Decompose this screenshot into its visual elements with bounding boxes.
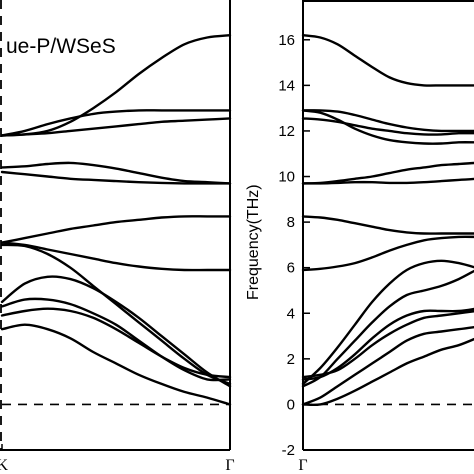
right-band-12 <box>301 310 474 379</box>
right-y-tick-label: 2 <box>287 351 295 368</box>
left-band-8 <box>0 243 232 386</box>
right-y-tick-label: 16 <box>278 32 295 49</box>
right-y-tick-label: 6 <box>287 260 295 277</box>
left-band-2 <box>0 109 232 137</box>
left-x-tick-label: Γ <box>225 457 234 474</box>
y-axis-title: Frequency(THz) <box>245 184 262 300</box>
right-band-4 <box>301 117 474 136</box>
right-y-ticks: -2 0 2 4 6 8 10 12 14 16 <box>278 32 310 459</box>
right-y-tick-label: -2 <box>282 442 295 459</box>
right-band-1 <box>301 34 474 87</box>
right-band-9 <box>301 259 474 386</box>
right-y-tick-label: 8 <box>287 214 295 231</box>
left-band-10 <box>0 297 232 382</box>
right-y-tick-label: 10 <box>278 169 295 186</box>
right-band-10 <box>301 269 474 388</box>
right-band-6 <box>301 177 474 185</box>
left-band-5 <box>0 170 232 185</box>
right-band-2 <box>301 109 474 133</box>
right-band-8 <box>301 235 474 272</box>
left-band-4 <box>0 161 232 185</box>
left-band-7 <box>0 241 232 272</box>
right-band-14 <box>301 337 474 407</box>
left-band-lines <box>0 34 232 406</box>
right-y-tick-label: 0 <box>287 396 295 413</box>
right-band-13 <box>301 325 474 406</box>
right-band-3 <box>301 109 474 145</box>
left-band-6 <box>0 215 232 244</box>
right-band-5 <box>301 161 474 185</box>
right-x-ticks: Γ <box>298 457 307 474</box>
right-band-lines <box>301 34 474 407</box>
left-band-12 <box>0 323 232 406</box>
right-panel: -2 0 2 4 6 8 10 12 14 16 Γ Frequency(THz) <box>245 0 474 474</box>
left-band-9 <box>0 275 232 388</box>
left-x-tick-label: K <box>0 457 8 474</box>
right-y-tick-label: 4 <box>287 305 295 322</box>
panel-title: ue-P/WSeS <box>6 35 116 58</box>
left-band-11 <box>0 307 232 379</box>
right-x-tick-label: Γ <box>298 457 307 474</box>
right-y-tick-label: 14 <box>278 77 295 94</box>
right-y-tick-label: 12 <box>278 123 295 140</box>
right-band-7 <box>301 215 474 235</box>
left-band-1 <box>0 34 232 137</box>
left-band-3 <box>0 117 232 137</box>
